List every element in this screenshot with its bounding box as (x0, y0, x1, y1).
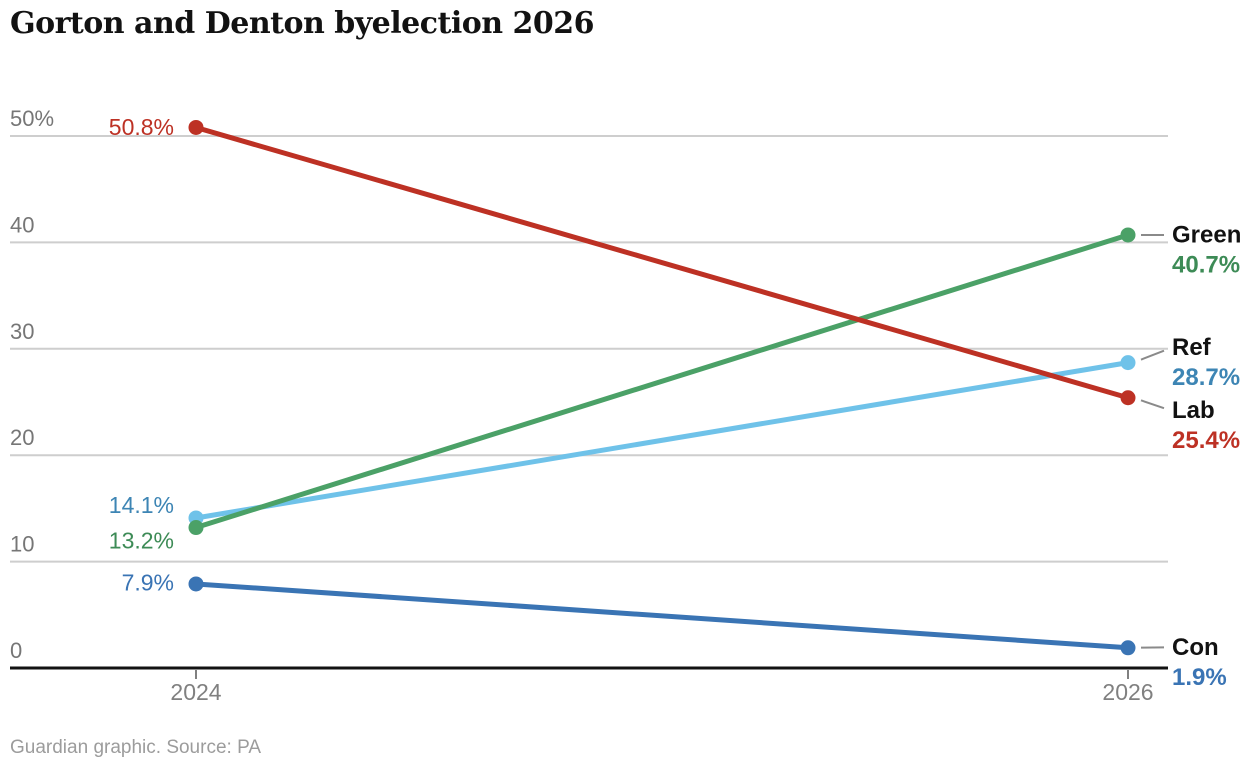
green-start-value-label: 13.2% (109, 528, 174, 554)
lab-start-dot (188, 119, 204, 135)
ref-line (195, 360, 1129, 521)
source-note: Guardian graphic. Source: PA (10, 737, 262, 758)
con-start-dot (188, 576, 204, 592)
lab-start-value-label: 50.8% (109, 114, 174, 140)
ref-label-connector (1140, 349, 1165, 361)
con-line (195, 581, 1129, 651)
lab-line (195, 125, 1129, 401)
ref-start-value-label: 14.1% (109, 492, 174, 518)
y-tick-label-50: 50% (10, 106, 54, 131)
y-tick-label-10: 10 (10, 532, 34, 557)
ref-name-label: Ref (1172, 334, 1212, 361)
y-tick-label-40: 40 (10, 212, 34, 237)
con-end-dot (1120, 640, 1136, 656)
lab-name-label: Lab (1172, 397, 1215, 424)
con-start-value-label: 7.9% (122, 569, 174, 595)
y-tick-label-0: 0 (10, 638, 22, 663)
lab-end-dot (1120, 390, 1136, 406)
x-axis-label-2024: 2024 (170, 679, 221, 705)
chart-title: Gorton and Denton byelection 2026 (10, 6, 595, 41)
lab-label-connector (1140, 399, 1165, 410)
green-start-dot (188, 520, 204, 536)
y-tick-label-20: 20 (10, 425, 34, 450)
y-tick-label-30: 30 (10, 319, 34, 344)
con-name-label: Con (1172, 634, 1219, 661)
green-end-dot (1120, 227, 1136, 243)
x-axis-label-2026: 2026 (1102, 679, 1153, 705)
ref-end-dot (1120, 355, 1136, 371)
ref-end-value-label: 28.7% (1172, 364, 1240, 391)
con-end-value-label: 1.9% (1172, 664, 1227, 691)
green-name-label: Green (1172, 221, 1241, 248)
lab-end-value-label: 25.4% (1172, 427, 1240, 454)
green-end-value-label: 40.7% (1172, 251, 1240, 278)
green-line (195, 232, 1129, 530)
